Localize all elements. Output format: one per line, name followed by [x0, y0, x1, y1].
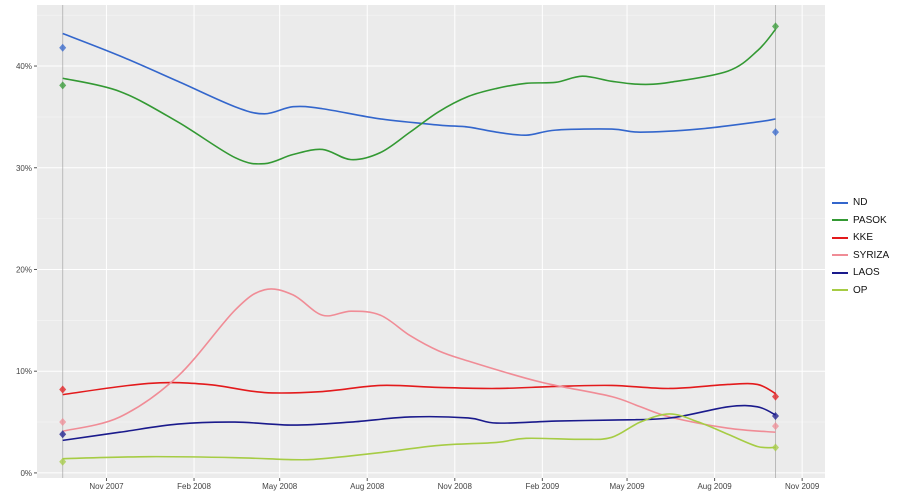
legend-swatch: [832, 236, 848, 239]
trend-line-syriza: [62, 288, 776, 434]
legend-label: SYRIZA: [853, 249, 890, 261]
election-result-marker-laos: [772, 411, 780, 420]
legend-label: ND: [853, 197, 868, 209]
legend-swatch: [832, 289, 848, 292]
election-result-marker-op: [59, 457, 67, 466]
legend-item-pasok: PASOK: [832, 212, 889, 230]
y-tick-label: 10%: [16, 367, 32, 376]
trend-line-op: [62, 413, 776, 461]
x-tick-label: Feb 2008: [177, 482, 211, 491]
x-tick-label: Aug 2008: [350, 482, 385, 491]
legend-item-laos: LAOS: [832, 264, 889, 282]
legend-item-syriza: SYRIZA: [832, 247, 889, 265]
election-result-marker-op: [772, 443, 780, 452]
election-result-marker-laos: [59, 430, 67, 439]
x-tick-label: May 2009: [609, 482, 645, 491]
election-result-marker-kke: [772, 392, 780, 401]
trend-line-pasok: [62, 28, 777, 165]
x-tick-label: May 2008: [262, 482, 298, 491]
y-tick-label: 40%: [16, 62, 32, 71]
trend-line-laos: [62, 404, 776, 442]
election-result-marker-syriza: [772, 422, 780, 431]
x-tick-label: Aug 2009: [697, 482, 732, 491]
legend-item-op: OP: [832, 282, 889, 300]
trend-line-nd: [62, 32, 776, 137]
election-result-marker-pasok: [772, 22, 780, 31]
legend-label: KKE: [853, 232, 874, 244]
y-tick-label: 30%: [16, 164, 32, 173]
legend-label: LAOS: [853, 267, 880, 279]
legend: ND PASOK KKE SYRIZA LAOS OP: [832, 194, 889, 299]
legend-item-kke: KKE: [832, 229, 889, 247]
election-result-marker-pasok: [59, 81, 67, 90]
x-tick-label: Nov 2009: [785, 482, 820, 491]
y-tick-label: 20%: [16, 265, 32, 274]
election-result-marker-kke: [59, 385, 67, 394]
y-tick-label: 0%: [20, 469, 32, 478]
legend-swatch: [832, 219, 848, 222]
legend-item-nd: ND: [832, 194, 889, 212]
trend-line-kke: [62, 381, 776, 396]
election-result-marker-syriza: [59, 418, 67, 427]
election-result-marker-nd: [59, 43, 67, 52]
legend-swatch: [832, 201, 848, 204]
x-tick-label: Nov 2007: [89, 482, 124, 491]
legend-label: PASOK: [853, 214, 887, 226]
x-tick-label: Nov 2008: [438, 482, 473, 491]
x-tick-label: Feb 2009: [525, 482, 559, 491]
legend-label: OP: [853, 284, 868, 296]
plot-panel: [37, 5, 825, 478]
legend-swatch: [832, 254, 848, 257]
election-result-marker-nd: [772, 128, 780, 137]
legend-swatch: [832, 271, 848, 274]
